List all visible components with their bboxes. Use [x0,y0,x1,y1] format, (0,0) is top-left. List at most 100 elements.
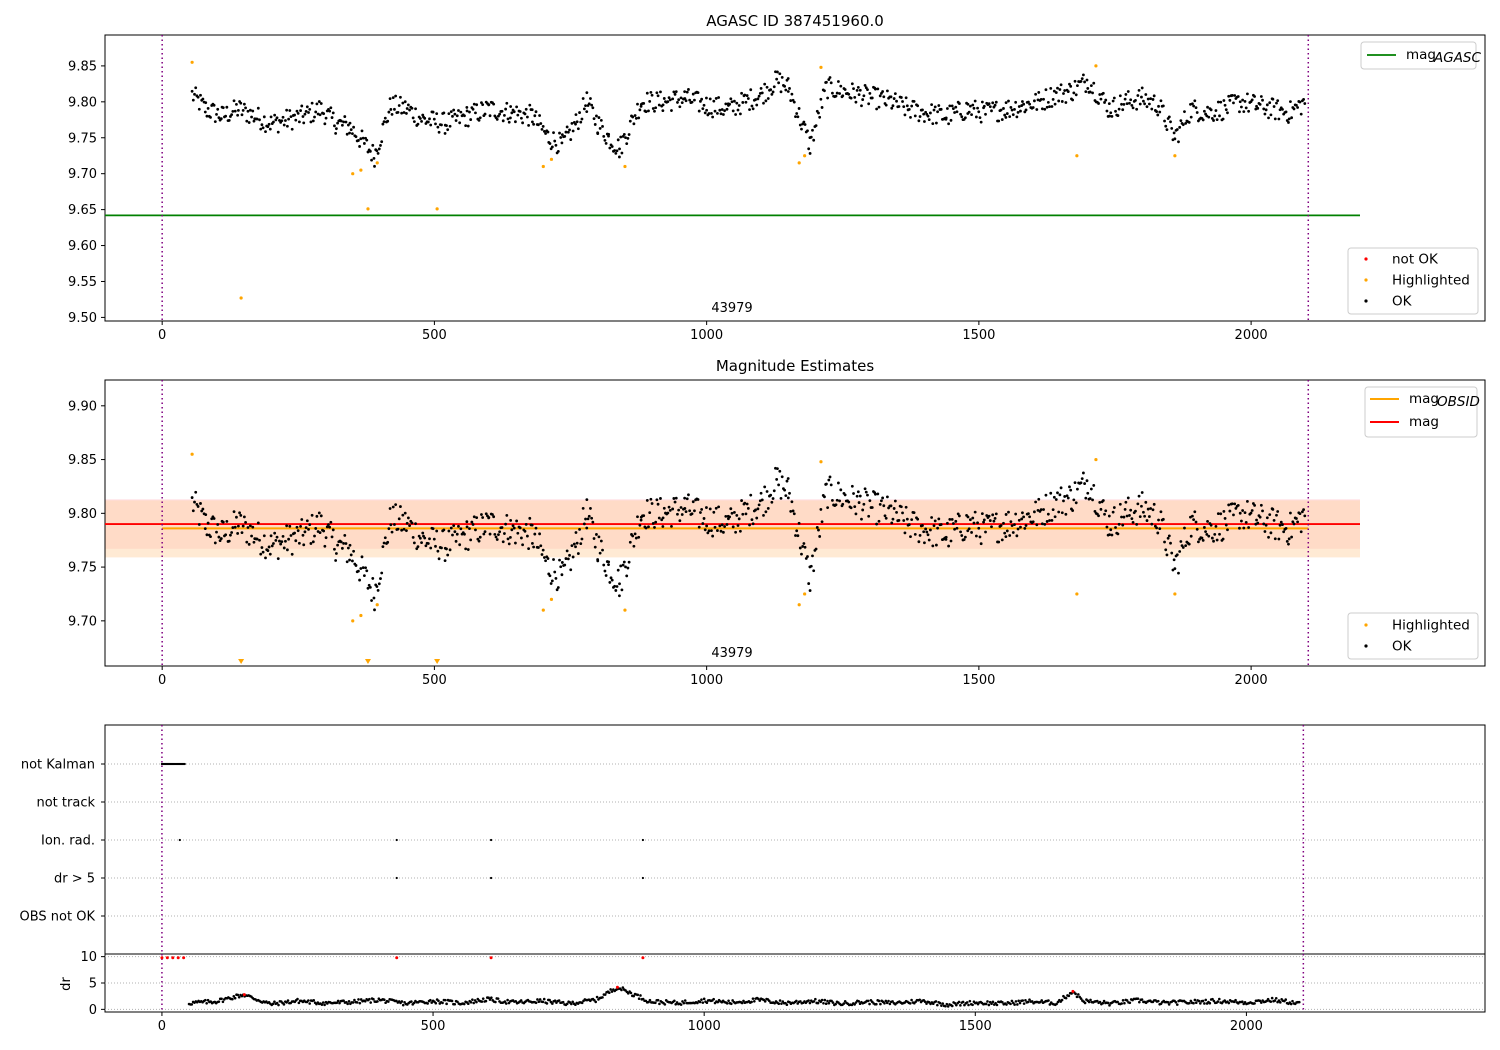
ok-point [399,95,402,99]
ok-point [564,557,568,560]
ok-point [1143,102,1147,106]
dr-point [820,998,824,1002]
ok-point [818,535,822,538]
y-tick-label: 9.75 [68,561,97,576]
ok-point [521,543,525,547]
ok-point [677,508,681,512]
ok-point [348,131,351,135]
dr-point [819,1000,823,1004]
ok-point [889,504,893,508]
ok-point [648,511,652,515]
ok-point [728,102,732,106]
ok-point [346,546,350,550]
ok-point [603,569,607,573]
ok-point [1056,491,1059,495]
ok-point [1230,94,1234,97]
ok-point [951,107,955,111]
ok-point [762,513,765,517]
ok-point [539,122,543,125]
ok-point [454,119,458,122]
ok-point [221,106,225,110]
dr-point [620,988,623,992]
ok-point [440,123,443,127]
ok-point [744,512,748,516]
dr-point [1193,998,1197,1002]
dr-point [626,992,630,995]
ok-point [451,114,454,118]
ok-point [1056,86,1059,90]
ok-point [1149,507,1152,510]
dr-point [824,1002,828,1006]
dr-point [1269,1000,1273,1003]
ok-point [1156,531,1160,535]
ok-point [227,539,231,543]
ok-point [334,127,338,131]
ok-point [1238,526,1241,530]
ok-point [410,106,414,110]
ok-point [1111,510,1115,514]
dr-point [376,1000,379,1003]
ok-point [960,534,964,537]
ok-point [219,537,223,540]
ok-point [982,520,985,524]
ok-point [1192,104,1196,108]
ok-point [673,500,677,504]
dr-point [571,1000,574,1004]
ok-point [1147,102,1151,106]
dr-point [494,1000,497,1004]
ok-point [1131,106,1135,110]
ok-point [370,599,373,602]
ok-point [1051,97,1055,101]
ok-point [596,559,600,563]
dr-not-ok-point [489,956,493,960]
ok-point [405,529,408,533]
dr-point [991,1000,995,1004]
flag-label: dr > 5 [54,872,95,887]
ok-point [1230,502,1234,506]
ok-point [1005,529,1009,533]
ok-point [819,508,823,511]
dr-point [961,1000,965,1004]
x-tick-label: 1000 [690,673,723,688]
ok-point [477,539,481,543]
dr-point [220,997,223,1001]
dr-point [1167,1003,1171,1006]
ok-point [1079,481,1083,485]
highlighted-point [190,452,194,456]
ok-point [334,559,338,562]
dr-point [462,1002,466,1006]
ok-point [514,120,517,124]
flag-label: not track [36,796,95,811]
ok-point [661,109,665,113]
dr-point [816,1001,820,1005]
ok-point [246,109,250,113]
ok-point [1207,534,1211,538]
ok-point [574,122,577,126]
ok-point [901,100,904,103]
dr-point [275,1001,279,1005]
ok-point [281,534,285,538]
ok-point [1054,498,1058,501]
ok-point [351,132,354,136]
dr-point [430,1001,433,1004]
ok-point [482,532,486,536]
ok-point [352,549,356,553]
ok-point [929,528,932,532]
ok-point [287,117,290,121]
highlighted-point [541,608,545,612]
ok-point [412,541,416,545]
ok-point [358,578,361,582]
dr-point [1120,1002,1123,1005]
dr-point [1189,999,1193,1003]
dr-point [1188,1001,1191,1005]
ok-point [798,546,802,550]
ok-point [779,496,783,500]
ok-point [204,101,208,105]
ok-point [235,103,238,106]
ok-point [1053,102,1057,106]
ok-point [650,502,654,505]
ok-point [297,541,301,545]
ok-point [1178,125,1182,129]
ok-point [661,525,665,528]
ok-point [507,542,511,546]
